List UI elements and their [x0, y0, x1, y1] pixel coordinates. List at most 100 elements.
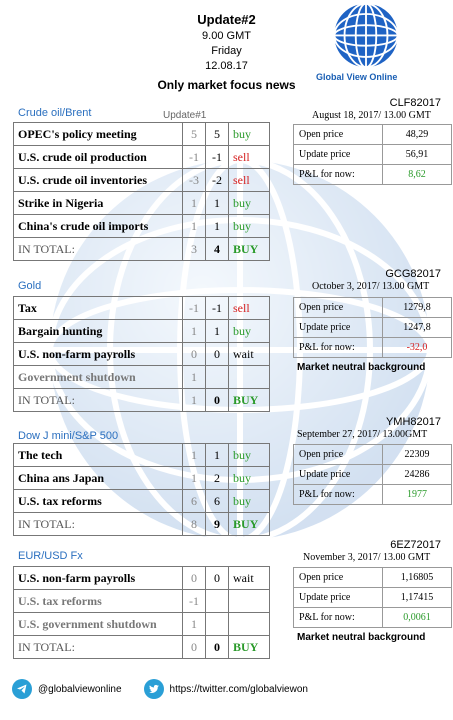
row-label: China's crude oil imports	[13, 214, 183, 238]
pnl-value: 0,0061	[382, 607, 452, 628]
score-current: -1	[205, 296, 229, 320]
score-current	[205, 589, 229, 613]
position-date: October 3, 2017/ 13.00 GMT	[312, 281, 430, 292]
instrument-code: 6EZ72017	[390, 539, 441, 551]
market-note: Market neutral background	[297, 632, 426, 643]
twitter-link[interactable]: https://twitter.com/globalviewon	[169, 683, 308, 695]
row-label: The tech	[13, 443, 183, 467]
signal	[228, 612, 270, 636]
dow-table: The tech 1 1 buy China ans Japan 1 2 buy U.S. …	[13, 443, 270, 536]
telegram-icon[interactable]	[12, 679, 32, 699]
market-note: Market neutral background	[297, 362, 426, 373]
row-label: U.S. tax reforms	[13, 489, 183, 513]
table-row: Open price 1279,8	[293, 297, 452, 318]
row-label: Government shutdown	[13, 365, 183, 389]
total-row: IN TOTAL: 3 4 BUY	[13, 237, 270, 261]
signal: sell	[228, 168, 270, 192]
field-label: Open price	[293, 124, 383, 145]
instrument-code: YMH82017	[385, 416, 441, 428]
signal: sell	[228, 296, 270, 320]
signal: buy	[228, 489, 270, 513]
total-label: IN TOTAL:	[13, 237, 183, 261]
row-label: U.S. crude oil production	[13, 145, 183, 169]
total-current: 4	[205, 237, 229, 261]
score-current: 1	[205, 191, 229, 215]
field-label: Update price	[293, 144, 383, 165]
field-value: 1279,8	[382, 297, 452, 318]
twitter-icon[interactable]	[143, 679, 164, 699]
total-signal: BUY	[228, 388, 270, 412]
row-label: Bargain hunting	[13, 319, 183, 343]
signal: buy	[228, 319, 270, 343]
field-label: Update price	[293, 587, 383, 608]
score-previous: -3	[182, 168, 206, 192]
score-current: 1	[205, 214, 229, 238]
table-row: Open price 1,16805	[293, 567, 452, 588]
field-label: Open price	[293, 297, 383, 318]
total-label: IN TOTAL:	[13, 388, 183, 412]
score-previous: 0	[182, 342, 206, 366]
total-signal: BUY	[228, 635, 270, 659]
score-current: 5	[205, 122, 229, 146]
table-row: China's crude oil imports 1 1 buy	[13, 214, 270, 238]
update-subtitle: Only market focus news	[157, 78, 296, 92]
score-current: 0	[205, 342, 229, 366]
signal: buy	[228, 466, 270, 490]
score-previous: 5	[182, 122, 206, 146]
table-row: Bargain hunting 1 1 buy	[13, 319, 270, 343]
signal: buy	[228, 214, 270, 238]
score-previous: 1	[182, 365, 206, 389]
score-current: -1	[205, 145, 229, 169]
score-previous: 0	[182, 566, 206, 590]
table-row: Update price 1247,8	[293, 317, 452, 338]
telegram-link[interactable]: @globalviewonline	[38, 683, 122, 695]
table-row: U.S. crude oil inventories -3 -2 sell	[13, 168, 270, 192]
table-row: P&L for now: -32,0	[293, 337, 452, 358]
total-previous: 8	[182, 512, 206, 536]
score-current: 0	[205, 566, 229, 590]
field-label: P&L for now:	[293, 484, 383, 505]
dow-pnl-table: Open price 22309 Update price 24286 P&L fo…	[293, 444, 452, 505]
total-row: IN TOTAL: 1 0 BUY	[13, 388, 270, 412]
score-current: 1	[205, 443, 229, 467]
pnl-value: 1977	[382, 484, 452, 505]
section-title: Crude oil/Brent	[18, 107, 92, 119]
field-label: P&L for now:	[293, 337, 383, 358]
row-label: Tax	[13, 296, 183, 320]
position-date: August 18, 2017/ 13.00 GMT	[312, 110, 431, 121]
table-row: Tax -1 -1 sell	[13, 296, 270, 320]
total-signal: BUY	[228, 512, 270, 536]
score-current: -2	[205, 168, 229, 192]
score-previous: -1	[182, 589, 206, 613]
field-label: Update price	[293, 317, 383, 338]
table-row: P&L for now: 8,62	[293, 164, 452, 185]
score-current	[205, 365, 229, 389]
total-row: IN TOTAL: 8 9 BUY	[13, 512, 270, 536]
field-value: 1,17415	[382, 587, 452, 608]
total-current: 0	[205, 388, 229, 412]
score-current	[205, 612, 229, 636]
total-label: IN TOTAL:	[13, 635, 183, 659]
gold-table: Tax -1 -1 sell Bargain hunting 1 1 buy U.S. no…	[13, 296, 270, 412]
table-row: P&L for now: 0,0061	[293, 607, 452, 628]
field-label: Update price	[293, 464, 383, 485]
update-date: 12.08.17	[205, 60, 248, 72]
total-current: 0	[205, 635, 229, 659]
table-row: U.S. non-farm payrolls 0 0 wait	[13, 342, 270, 366]
row-label: U.S. non-farm payrolls	[13, 342, 183, 366]
signal	[228, 589, 270, 613]
row-label: U.S. non-farm payrolls	[13, 566, 183, 590]
total-previous: 0	[182, 635, 206, 659]
field-value: 1247,8	[382, 317, 452, 338]
table-row: Open price 22309	[293, 444, 452, 465]
total-current: 9	[205, 512, 229, 536]
crude-table: OPEC's policy meeting 5 5 buy U.S. crude oi…	[13, 122, 270, 261]
signal: wait	[228, 342, 270, 366]
update-time: 9.00 GMT	[202, 30, 251, 42]
section-title: EUR/USD Fx	[18, 550, 83, 562]
row-label: OPEC's policy meeting	[13, 122, 183, 146]
score-previous: -1	[182, 145, 206, 169]
field-label: Open price	[293, 444, 383, 465]
section-title: Gold	[18, 280, 42, 292]
table-row: U.S. government shutdown 1	[13, 612, 270, 636]
